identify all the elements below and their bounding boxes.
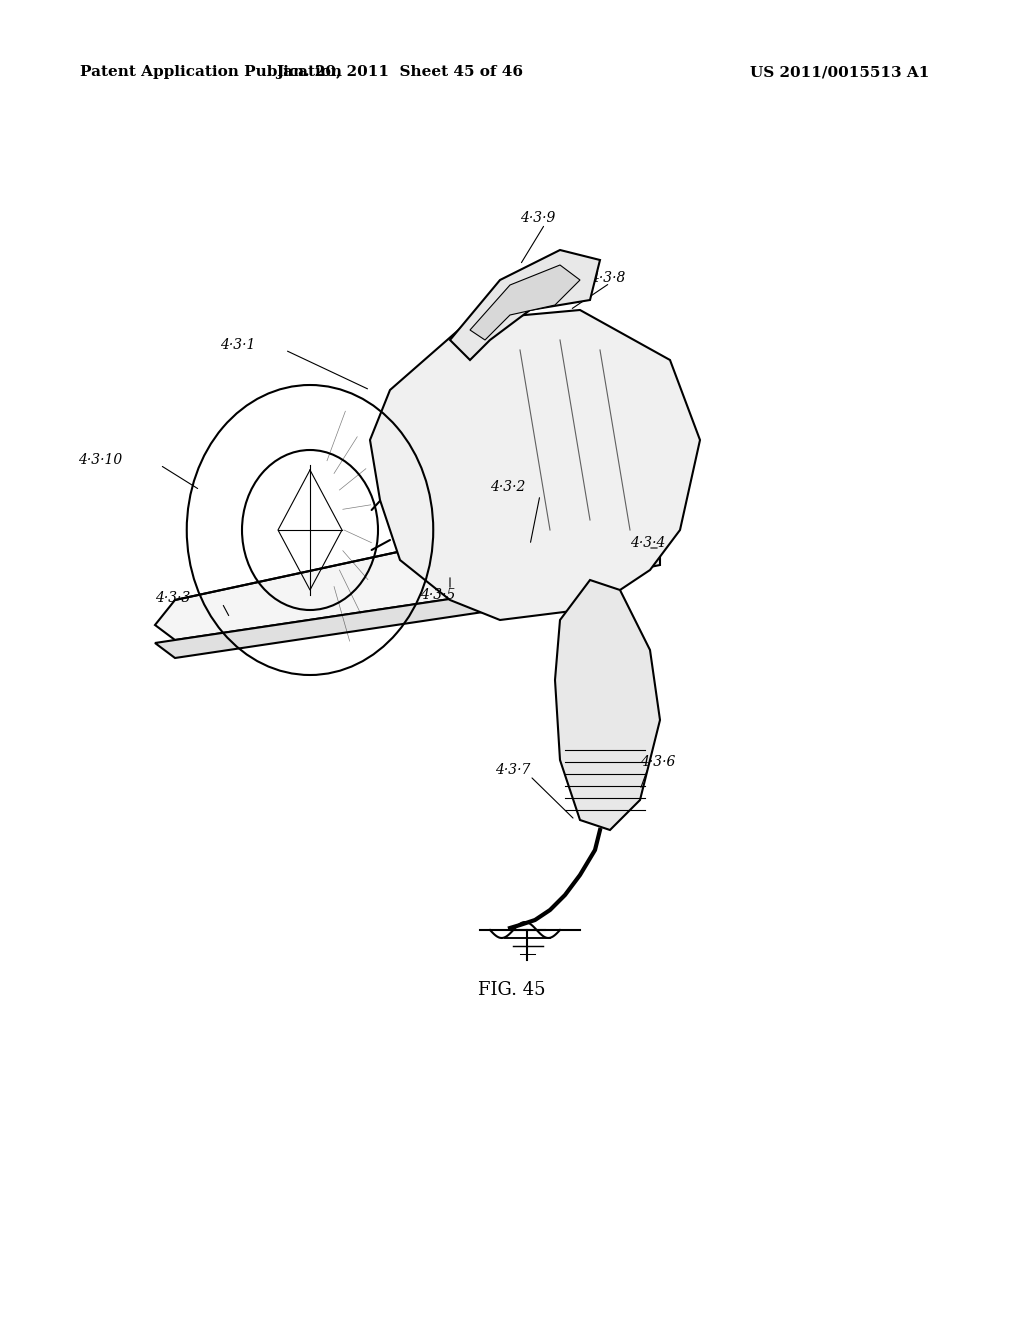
Polygon shape	[530, 510, 660, 576]
Text: 4·3·9: 4·3·9	[520, 211, 555, 224]
Text: 4·3·8: 4·3·8	[590, 271, 626, 285]
Text: Jan. 20, 2011  Sheet 45 of 46: Jan. 20, 2011 Sheet 45 of 46	[276, 65, 523, 79]
Text: 4·3·4: 4·3·4	[630, 536, 666, 550]
Text: US 2011/0015513 A1: US 2011/0015513 A1	[750, 65, 930, 79]
Text: 4·3·1: 4·3·1	[220, 338, 255, 352]
Polygon shape	[370, 310, 700, 620]
Text: 4·3·7: 4·3·7	[495, 763, 530, 777]
Polygon shape	[470, 265, 580, 341]
Polygon shape	[155, 545, 510, 640]
Text: Patent Application Publication: Patent Application Publication	[80, 65, 342, 79]
Text: 4·3·10: 4·3·10	[78, 453, 122, 467]
Polygon shape	[155, 590, 510, 657]
Polygon shape	[450, 249, 600, 360]
Text: 4·3·5: 4·3·5	[420, 587, 456, 602]
Text: 4·3·6: 4·3·6	[640, 755, 676, 770]
Text: FIG. 45: FIG. 45	[478, 981, 546, 999]
Text: 4·3·3: 4·3·3	[155, 591, 190, 605]
Polygon shape	[555, 579, 660, 830]
Text: 4·3·2: 4·3·2	[490, 480, 525, 494]
